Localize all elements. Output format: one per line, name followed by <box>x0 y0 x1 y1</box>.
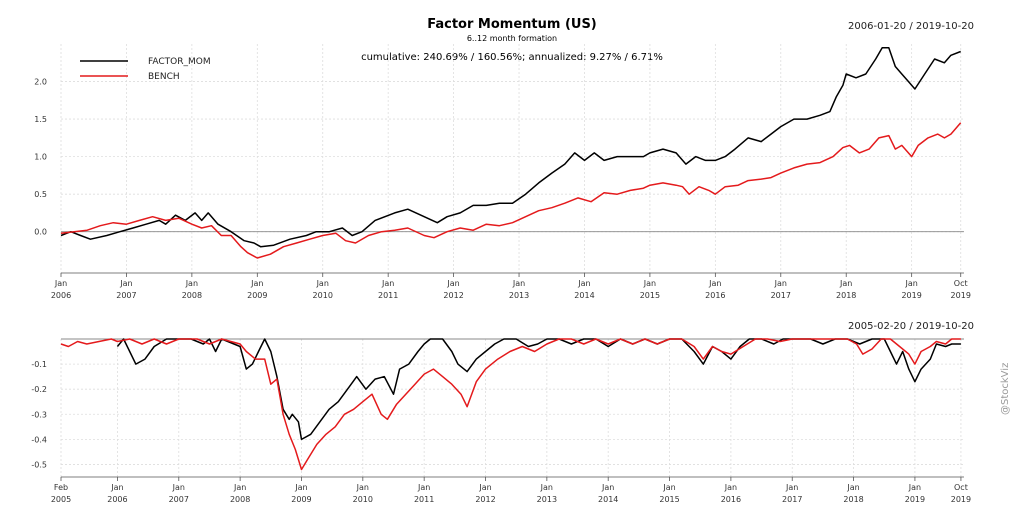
bottom-xtick-year: 2013 <box>537 495 557 504</box>
bottom-xtick-month: Jan <box>172 483 185 492</box>
bottom-xtick-month: Jan <box>908 483 921 492</box>
bottom-xtick-month: Jan <box>846 483 859 492</box>
top-xtick-month: Jan <box>512 279 525 288</box>
top-xtick-year: 2016 <box>705 291 725 300</box>
bottom-xtick-year: 2015 <box>659 495 679 504</box>
top-xtick-month: Jan <box>119 279 132 288</box>
top-xtick-year: 2014 <box>574 291 594 300</box>
bottom-xtick-year: 2008 <box>230 495 250 504</box>
top-xtick-month: Jan <box>577 279 590 288</box>
bottom-ytick-label: -0.1 <box>31 360 47 369</box>
bottom-xtick-month: Jan <box>417 483 430 492</box>
bottom-xtick-year: 2012 <box>475 495 495 504</box>
top-xtick-year: 2018 <box>836 291 856 300</box>
top-series-bench <box>60 122 962 259</box>
bottom-xtick-month: Jan <box>724 483 737 492</box>
bottom-xtick-month: Jan <box>540 483 553 492</box>
top-xtick-year: 2009 <box>247 291 267 300</box>
top-xtick-year: 2006 <box>51 291 71 300</box>
bottom-xtick-month: Jan <box>662 483 675 492</box>
top-xtick-year: 2015 <box>640 291 660 300</box>
bottom-xtick-year: 2006 <box>107 495 127 504</box>
top-xtick-month: Oct <box>954 279 968 288</box>
top-ytick-label: 0.0 <box>34 228 47 237</box>
bottom-xtick-year: 2007 <box>169 495 189 504</box>
bottom-ytick-label: -0.3 <box>31 410 47 419</box>
bottom-xtick-year: 2005 <box>51 495 71 504</box>
bottom-xtick-year: 2009 <box>291 495 311 504</box>
top-xtick-month: Jan <box>774 279 787 288</box>
top-xtick-month: Jan <box>904 279 917 288</box>
bottom-xtick-year: 2019 <box>905 495 925 504</box>
top-ytick-label: 1.0 <box>34 153 47 162</box>
top-xtick-month: Jan <box>316 279 329 288</box>
bottom-xtick-year: 2010 <box>353 495 373 504</box>
top-xtick-month: Jan <box>250 279 263 288</box>
bottom-xtick-month: Feb <box>54 483 68 492</box>
bottom-xtick-year: 2011 <box>414 495 434 504</box>
top-xtick-year: 2008 <box>182 291 202 300</box>
top-xtick-month: Jan <box>839 279 852 288</box>
legend-label: BENCH <box>148 72 180 82</box>
top-xtick-month: Jan <box>54 279 67 288</box>
legend-label: FACTOR_MOM <box>148 57 211 67</box>
bottom-xtick-month: Oct <box>954 483 968 492</box>
bottom-xtick-year: 2016 <box>721 495 741 504</box>
top-xtick-year: 2019 <box>901 291 921 300</box>
top-ytick-label: 1.5 <box>34 115 47 124</box>
bottom-xtick-month: Jan <box>785 483 798 492</box>
top-xtick-month: Jan <box>708 279 721 288</box>
top-xtick-month: Jan <box>381 279 394 288</box>
bottom-xtick-year: 2017 <box>782 495 802 504</box>
top-xtick-month: Jan <box>446 279 459 288</box>
top-xtick-month: Jan <box>185 279 198 288</box>
top-ytick-label: 2.0 <box>34 78 47 87</box>
bottom-xtick-year: 2014 <box>598 495 618 504</box>
chart-subtitle: 6..12 month formation <box>466 34 558 43</box>
bottom-xtick-month: Jan <box>233 483 246 492</box>
bottom-xtick-month: Jan <box>110 483 123 492</box>
bottom-ytick-label: -0.5 <box>31 460 47 469</box>
top-xtick-year: 2013 <box>509 291 529 300</box>
top-date-range: 2006-01-20 / 2019-10-20 <box>848 21 974 32</box>
top-xtick-year: 2010 <box>313 291 333 300</box>
top-ytick-label: 0.5 <box>34 190 47 199</box>
stats-annotation: cumulative: 240.69% / 160.56%; annualize… <box>361 52 663 63</box>
bottom-xtick-month: Jan <box>356 483 369 492</box>
top-xtick-month: Jan <box>643 279 656 288</box>
bottom-series-bench-drawdown <box>60 338 961 471</box>
bottom-xtick-year: 2018 <box>843 495 863 504</box>
bottom-ytick-label: -0.2 <box>31 385 47 394</box>
top-series-factor-mom <box>60 47 961 248</box>
top-xtick-year: 2011 <box>378 291 398 300</box>
top-xtick-year: 2017 <box>771 291 791 300</box>
top-xtick-year: 2012 <box>443 291 463 300</box>
chart-title: Factor Momentum (US) <box>427 17 597 32</box>
bottom-series-factor-mom-drawdown <box>116 338 961 441</box>
bottom-date-range: 2005-02-20 / 2019-10-20 <box>848 321 974 332</box>
top-xtick-year: 2007 <box>116 291 136 300</box>
bottom-xtick-year: 2019 <box>951 495 971 504</box>
bottom-xtick-month: Jan <box>601 483 614 492</box>
top-xtick-year: 2019 <box>951 291 971 300</box>
bottom-ytick-label: -0.4 <box>31 435 47 444</box>
bottom-xtick-month: Jan <box>478 483 491 492</box>
bottom-xtick-month: Jan <box>294 483 307 492</box>
